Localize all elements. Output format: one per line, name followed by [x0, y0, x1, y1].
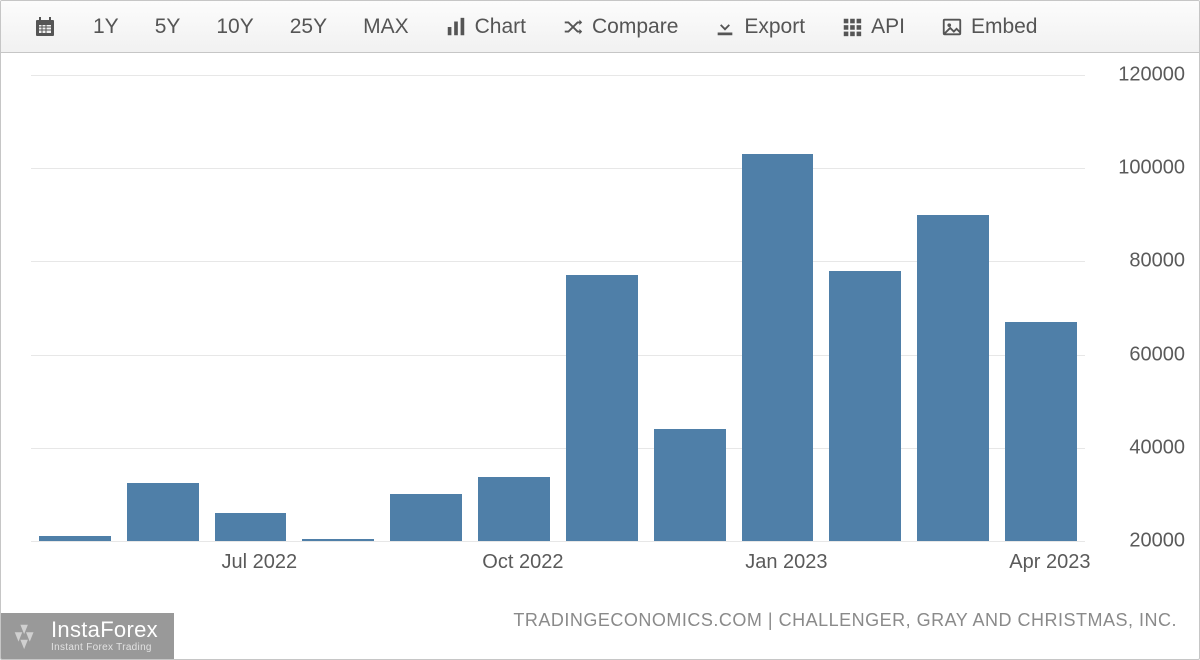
bar[interactable] — [566, 75, 638, 541]
bar-fill — [127, 483, 199, 541]
range-1y-button[interactable]: 1Y — [75, 1, 137, 52]
instaforex-logo-icon — [11, 621, 41, 651]
watermark-tagline: Instant Forex Trading — [51, 643, 158, 653]
range-label: 25Y — [290, 15, 327, 39]
range-label: MAX — [363, 15, 409, 39]
y-tick-label: 20000 — [1089, 530, 1185, 553]
range-10y-button[interactable]: 10Y — [198, 1, 271, 52]
bar-fill — [1005, 322, 1077, 541]
bar[interactable] — [829, 75, 901, 541]
bar-fill — [390, 494, 462, 541]
watermark-text: InstaForex Instant Forex Trading — [51, 619, 158, 653]
bar[interactable] — [302, 75, 374, 541]
calendar-icon — [33, 15, 57, 39]
bar-fill — [39, 536, 111, 541]
watermark: InstaForex Instant Forex Trading — [1, 613, 174, 659]
x-tick-label: Jul 2022 — [222, 551, 298, 574]
chart-label: Chart — [475, 15, 526, 39]
bars-container — [31, 75, 1085, 541]
x-axis: Jul 2022Oct 2022Jan 2023Apr 2023 — [31, 545, 1085, 589]
toolbar: 1Y 5Y 10Y 25Y MAX Chart C — [1, 1, 1199, 53]
grid-icon — [841, 16, 863, 38]
bar[interactable] — [390, 75, 462, 541]
image-icon — [941, 16, 963, 38]
y-tick-label: 80000 — [1089, 250, 1185, 273]
gridline — [31, 541, 1085, 542]
y-tick-label: 60000 — [1089, 343, 1185, 366]
bar-fill — [215, 513, 287, 541]
shuffle-icon — [562, 16, 584, 38]
chart-area: 20000400006000080000100000120000 Jul 202… — [11, 75, 1185, 589]
app-frame: 1Y 5Y 10Y 25Y MAX Chart C — [0, 0, 1200, 660]
export-button[interactable]: Export — [696, 1, 823, 52]
bar[interactable] — [654, 75, 726, 541]
bar[interactable] — [1005, 75, 1077, 541]
range-label: 5Y — [155, 15, 181, 39]
bar-fill — [917, 215, 989, 541]
download-icon — [714, 16, 736, 38]
bar[interactable] — [917, 75, 989, 541]
chart-button[interactable]: Chart — [427, 1, 544, 52]
export-label: Export — [744, 15, 805, 39]
plot — [31, 75, 1085, 541]
bar[interactable] — [742, 75, 814, 541]
x-tick-label: Apr 2023 — [1009, 551, 1090, 574]
embed-label: Embed — [971, 15, 1038, 39]
y-tick-label: 100000 — [1089, 157, 1185, 180]
watermark-brand: InstaForex — [51, 619, 158, 641]
bar-fill — [742, 154, 814, 541]
embed-button[interactable]: Embed — [923, 1, 1056, 52]
bar[interactable] — [127, 75, 199, 541]
range-5y-button[interactable]: 5Y — [137, 1, 199, 52]
range-max-button[interactable]: MAX — [345, 1, 427, 52]
bar[interactable] — [215, 75, 287, 541]
y-tick-label: 120000 — [1089, 64, 1185, 87]
y-tick-label: 40000 — [1089, 436, 1185, 459]
range-25y-button[interactable]: 25Y — [272, 1, 345, 52]
attribution-text: TRADINGECONOMICS.COM | CHALLENGER, GRAY … — [513, 610, 1177, 631]
range-label: 10Y — [216, 15, 253, 39]
x-tick-label: Oct 2022 — [482, 551, 563, 574]
compare-button[interactable]: Compare — [544, 1, 696, 52]
bar-fill — [478, 477, 550, 541]
bar[interactable] — [478, 75, 550, 541]
bar-fill — [302, 539, 374, 541]
range-label: 1Y — [93, 15, 119, 39]
api-label: API — [871, 15, 905, 39]
x-tick-label: Jan 2023 — [745, 551, 827, 574]
bar[interactable] — [39, 75, 111, 541]
compare-label: Compare — [592, 15, 678, 39]
bar-fill — [654, 429, 726, 541]
bar-chart-icon — [445, 16, 467, 38]
bar-fill — [566, 275, 638, 541]
api-button[interactable]: API — [823, 1, 923, 52]
bar-fill — [829, 271, 901, 541]
y-axis: 20000400006000080000100000120000 — [1089, 75, 1185, 541]
calendar-button[interactable] — [15, 1, 75, 52]
